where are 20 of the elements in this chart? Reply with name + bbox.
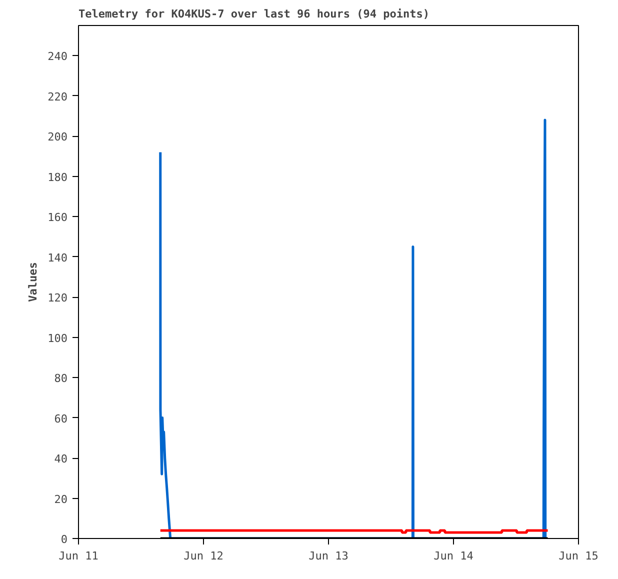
y-tick-label: 180 — [48, 170, 68, 184]
y-tick-label: 20 — [54, 492, 68, 506]
x-tick-label: Jun 13 — [308, 550, 348, 562]
y-tick-label: 60 — [54, 412, 68, 426]
y-tick-label: 0 — [60, 533, 68, 546]
y-tick-label: 160 — [48, 211, 68, 224]
x-tick-label: Jun 15 — [558, 550, 598, 562]
y-tick-label: 80 — [54, 372, 68, 386]
y-tick-label: 40 — [54, 452, 68, 466]
y-tick-label: 120 — [48, 292, 68, 305]
y-tick-label: 240 — [48, 50, 68, 64]
y-tick-label: 220 — [48, 90, 68, 104]
y-tick-label: 200 — [48, 130, 68, 144]
x-tick-label: Jun 12 — [184, 550, 224, 562]
y-axis-title: Values — [26, 262, 40, 302]
y-tick-label: 100 — [48, 332, 68, 345]
chart-title: Telemetry for KO4KUS-7 over last 96 hours (94 points) — [78, 8, 430, 20]
x-tick-label: Jun 11 — [58, 550, 98, 562]
y-tick-label: 140 — [48, 251, 68, 264]
x-tick-label: Jun 14 — [434, 550, 474, 562]
